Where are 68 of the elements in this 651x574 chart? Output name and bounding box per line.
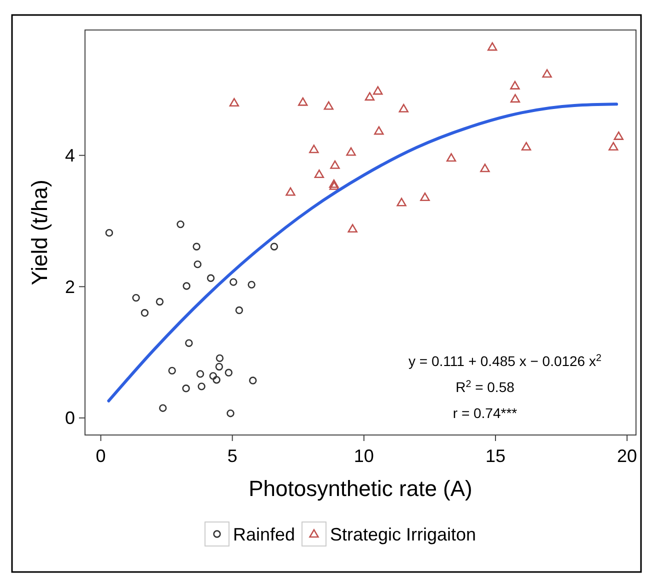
point bbox=[420, 192, 430, 202]
point bbox=[182, 384, 190, 392]
point bbox=[235, 306, 244, 314]
point bbox=[446, 153, 456, 162]
point bbox=[168, 366, 176, 375]
point bbox=[298, 97, 308, 106]
point bbox=[314, 170, 324, 178]
annotation: y = 0.111 + 0.485 x − 0.0126 x$^{2}$ bbox=[408, 352, 602, 369]
point bbox=[212, 376, 220, 384]
point bbox=[374, 126, 384, 135]
point bbox=[329, 179, 339, 188]
y-axis-title: Yield (t/ha) bbox=[27, 180, 52, 286]
point bbox=[329, 181, 340, 190]
y-tick-label: 4 bbox=[64, 146, 75, 166]
x-tick-label: 10 bbox=[354, 446, 374, 466]
y-tick-label: 0 bbox=[64, 408, 75, 428]
x-axis-title: Photosynthetic rate (A) bbox=[248, 476, 472, 501]
point bbox=[229, 98, 240, 107]
point bbox=[198, 382, 206, 390]
x-tick-label: 0 bbox=[96, 446, 106, 466]
point bbox=[209, 372, 217, 380]
point bbox=[608, 142, 618, 150]
point bbox=[194, 260, 202, 268]
x-tick-label: 15 bbox=[485, 446, 506, 466]
point bbox=[249, 376, 257, 384]
point bbox=[330, 160, 340, 169]
y-tick-label: 2 bbox=[64, 276, 75, 297]
point bbox=[105, 228, 114, 237]
point bbox=[230, 278, 238, 286]
point bbox=[614, 131, 624, 140]
point bbox=[185, 339, 193, 347]
legend-label: Strategic Irrigaiton bbox=[330, 524, 476, 544]
point bbox=[396, 198, 406, 206]
legend-label: Rainfed bbox=[233, 524, 296, 544]
point bbox=[398, 104, 409, 112]
point bbox=[196, 370, 204, 378]
point bbox=[364, 92, 375, 101]
point bbox=[521, 142, 532, 150]
point bbox=[373, 86, 383, 95]
point bbox=[140, 309, 149, 317]
point bbox=[286, 187, 296, 196]
annotation: R$^{2}$ = 0.58 bbox=[456, 378, 515, 395]
point bbox=[206, 274, 215, 282]
point bbox=[176, 220, 184, 228]
point bbox=[542, 69, 552, 78]
line-series bbox=[107, 102, 618, 402]
point bbox=[226, 409, 234, 418]
point bbox=[270, 242, 278, 250]
point bbox=[480, 164, 490, 172]
point bbox=[156, 298, 164, 306]
point bbox=[510, 80, 520, 90]
point bbox=[215, 362, 224, 371]
point bbox=[248, 280, 256, 289]
point bbox=[487, 42, 498, 51]
point bbox=[309, 144, 319, 154]
x-tick-label: 20 bbox=[617, 446, 638, 466]
point bbox=[510, 94, 520, 103]
point bbox=[224, 368, 233, 376]
point bbox=[324, 101, 334, 110]
point bbox=[192, 242, 200, 250]
point bbox=[132, 294, 140, 302]
point bbox=[346, 147, 356, 156]
point bbox=[216, 354, 224, 362]
point bbox=[182, 282, 190, 290]
annotation: r = 0.74*** bbox=[452, 405, 518, 421]
x-tick-label: 5 bbox=[227, 446, 238, 466]
point bbox=[159, 404, 167, 412]
point bbox=[348, 224, 358, 233]
